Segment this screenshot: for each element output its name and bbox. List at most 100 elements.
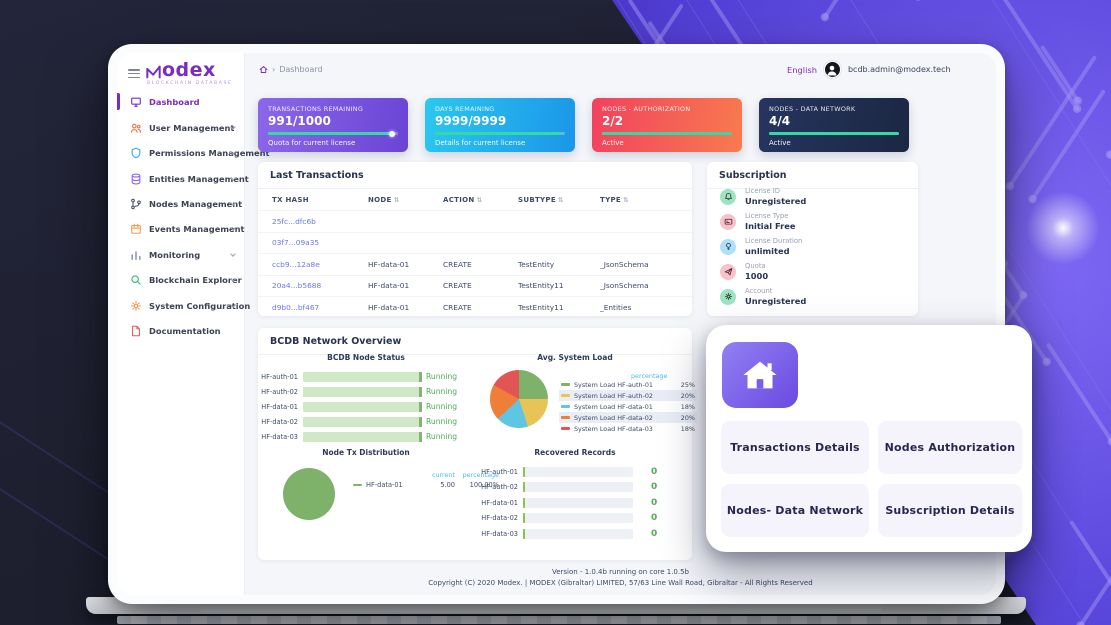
subscription-details-button[interactable]: Subscription Details: [878, 484, 1022, 537]
column-node[interactable]: NODE ⇅: [368, 195, 400, 204]
stat-card-nodes-authorization[interactable]: NODES - AUTHORIZATION 2/2 Active: [592, 98, 742, 152]
column-tx-hash[interactable]: TX HASH: [272, 195, 309, 204]
sort-icon[interactable]: ⇅: [393, 195, 400, 204]
tx-distribution-pie-chart: [283, 468, 335, 520]
breadcrumb-current[interactable]: Dashboard: [279, 65, 323, 74]
sidebar-item-entities-management[interactable]: Entities Management: [117, 167, 249, 191]
transactions-details-button[interactable]: Transactions Details: [721, 421, 869, 474]
panel-title: Subscription: [707, 162, 918, 189]
recovered-value: 0: [651, 466, 658, 477]
bulb-icon: [720, 238, 736, 255]
hamburger-menu-icon[interactable]: [128, 69, 140, 80]
node-name: HF-auth-02: [481, 483, 518, 491]
sidebar-item-documentation[interactable]: Documentation: [117, 319, 245, 343]
language-selector[interactable]: English: [787, 64, 817, 75]
stat-card-transactions-remaining[interactable]: TRANSACTIONS REMAINING 991/1000 Quota fo…: [258, 98, 408, 152]
node-name: HF-data-02: [481, 514, 518, 522]
app-footer: Version - 1.0.4b running on core 1.0.5b …: [245, 568, 996, 587]
node-status-row: HF-auth-02 Running: [258, 385, 457, 398]
logo-text: odex: [162, 59, 216, 81]
legend-row: System Load HF-data-01 18%: [559, 401, 697, 412]
home-icon[interactable]: [259, 65, 268, 74]
table-row: d9b0...bf467 HF-data-01 CREATE TestEntit…: [258, 296, 692, 318]
active-menu-indicator: [117, 93, 120, 110]
panel-title: BCDB Network Overview: [258, 328, 692, 355]
sidebar-item-monitoring[interactable]: Monitoring: [117, 243, 245, 267]
recovered-row: HF-auth-02 0: [480, 481, 657, 494]
sidebar-item-label: Dashboard: [149, 97, 200, 107]
chevron-down-icon: [230, 250, 236, 257]
legend-header-percentage: percentage: [631, 372, 668, 380]
tx-distribution-legend: current percentage HF-data-01 5.00 100.00%: [353, 471, 499, 489]
user-email[interactable]: bcdb.admin@modex.tech: [847, 65, 951, 74]
nodes-data-network-button[interactable]: Nodes- Data Network: [721, 484, 869, 537]
stat-card-days-remaining[interactable]: DAYS REMAINING 9999/9999 Details for cur…: [425, 98, 575, 152]
nodes-icon: [131, 198, 141, 210]
column-type[interactable]: TYPE ⇅: [600, 195, 629, 204]
cell-subtype: TestEntity11: [518, 302, 564, 312]
sort-icon[interactable]: ⇅: [557, 195, 564, 204]
bar-chart-icon: [131, 250, 141, 260]
recovered-row: HF-data-02 0: [480, 512, 657, 525]
subscription-label: Quota: [745, 262, 766, 271]
sidebar-item-events-management[interactable]: Events Management: [117, 217, 245, 241]
breadcrumb-separator: ›: [272, 65, 276, 74]
table-row: 25fc...dfc6b: [258, 210, 692, 232]
sidebar-item-dashboard[interactable]: Dashboard: [117, 90, 245, 114]
recovered-value: 0: [651, 497, 658, 508]
home-tile[interactable]: [722, 342, 798, 408]
recovered-bar: [523, 513, 633, 523]
sidebar-item-permissions-management[interactable]: Permissions Management: [117, 141, 270, 165]
tx-hash-link[interactable]: 20a4...b5688: [272, 281, 322, 291]
subscription-label: License ID: [745, 187, 781, 196]
sidebar-item-label: Permissions Management: [149, 148, 270, 158]
sidebar: odex BLOCKCHAIN DATABASE Dashboard User …: [117, 53, 270, 595]
cell-node: HF-data-01: [368, 302, 410, 312]
cell-subtype: TestEntity: [518, 259, 555, 269]
stat-card-subtext: Details for current license: [435, 139, 526, 147]
cell-node: HF-data-01: [368, 259, 410, 269]
tx-hash-link[interactable]: 25fc...dfc6b: [272, 216, 316, 226]
app-logo[interactable]: odex BLOCKCHAIN DATABASE: [145, 60, 233, 86]
copyright-text: Copyright (C) 2020 Modex. | MODEX (Gibra…: [428, 579, 813, 587]
node-status-bar: [303, 371, 422, 382]
column-subtype[interactable]: SUBTYPE ⇅: [518, 195, 564, 204]
nodes-authorization-button[interactable]: Nodes Authorization: [878, 421, 1022, 474]
legend-header-percentage: percentage: [462, 471, 499, 479]
shield-icon: [131, 147, 141, 159]
tx-hash-link[interactable]: d9b0...bf467: [272, 302, 320, 312]
gear-icon: [131, 300, 141, 311]
subscription-value: unlimited: [745, 245, 790, 256]
sidebar-item-label: Monitoring: [149, 249, 201, 260]
cell-type: _JsonSchema: [600, 259, 649, 269]
subscription-value: 1000: [745, 270, 769, 281]
stat-card-nodes-data-network[interactable]: NODES - DATA NETWORK 4/4 Active: [759, 98, 909, 152]
sort-icon[interactable]: ⇅: [622, 195, 629, 204]
legend-name: HF-data-01: [366, 481, 403, 489]
column-action[interactable]: ACTION ⇅: [443, 195, 483, 204]
gear-icon: [720, 288, 736, 305]
legend-row: System Load HF-auth-01 25%: [559, 379, 697, 390]
monitor-icon: [131, 97, 141, 107]
database-icon: [131, 173, 141, 184]
sort-icon[interactable]: ⇅: [476, 195, 483, 204]
cell-action: CREATE: [443, 259, 472, 269]
search-icon: [131, 275, 141, 285]
sidebar-item-label: Entities Management: [149, 173, 249, 184]
tx-hash-link[interactable]: 03f7...09a35: [272, 238, 320, 248]
home-icon: [743, 361, 777, 389]
progress-fill: [602, 132, 732, 135]
sidebar-item-user-management[interactable]: User Management: [117, 116, 245, 140]
node-status: Running: [426, 432, 458, 441]
sidebar-item-label: Blockchain Explorer: [149, 275, 242, 285]
node-status-row: HF-data-02 Running: [258, 415, 457, 428]
tx-hash-link[interactable]: ccb9...12a8e: [272, 259, 320, 269]
sidebar-item-nodes-management[interactable]: Nodes Management: [117, 192, 245, 216]
breadcrumb: › Dashboard: [259, 65, 323, 74]
stat-card-label: TRANSACTIONS REMAINING: [268, 105, 364, 113]
sidebar-item-system-configuration[interactable]: System Configuration: [117, 294, 250, 318]
avatar[interactable]: [823, 61, 841, 78]
recovered-records-title: Recovered Records: [534, 448, 616, 457]
node-status-bar: [303, 431, 422, 442]
sidebar-item-blockchain-explorer[interactable]: Blockchain Explorer: [117, 268, 245, 292]
